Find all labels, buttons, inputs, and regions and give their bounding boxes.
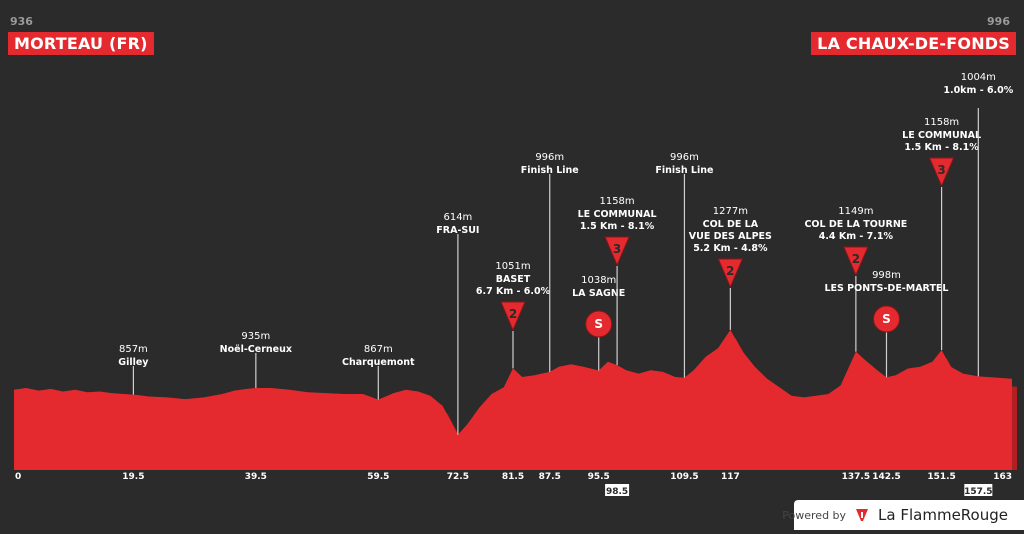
marker-name: Gilley xyxy=(118,357,149,368)
tick-label-bg xyxy=(605,484,630,496)
footer: Powered by La FlammeRouge xyxy=(782,506,1008,524)
x-tick-label: 142.5 xyxy=(872,472,900,482)
marker-name: Noël-Cerneux xyxy=(220,344,292,355)
marker-climb-detail: 1.0km - 6.0% xyxy=(943,85,1013,96)
marker-altitude: 1004m xyxy=(961,72,996,83)
marker-name: LA SAGNE xyxy=(572,288,625,299)
powered-by-text: Powered by xyxy=(782,508,847,522)
x-tick-label: 157.5 xyxy=(964,487,992,497)
marker-altitude: 1277m xyxy=(713,206,748,217)
climb-category-number: 2 xyxy=(509,307,517,321)
sprint-icon-letter: S xyxy=(882,312,891,326)
x-tick-label: 19.5 xyxy=(122,472,144,482)
start-city: MORTEAU (FR) xyxy=(8,32,154,55)
sprint-icon xyxy=(585,310,613,338)
marker-altitude: 1158m xyxy=(599,196,634,207)
climb-category-icon xyxy=(843,246,869,277)
marker-altitude: 996m xyxy=(535,152,564,163)
marker-name: LE COMMUNAL xyxy=(578,209,657,220)
marker-altitude: 1158m xyxy=(924,117,959,128)
marker-altitude: 614m xyxy=(443,212,472,223)
marker-name: Charquemont xyxy=(342,357,415,368)
x-tick-label: 151.5 xyxy=(927,472,955,482)
footer-background xyxy=(794,500,1024,530)
marker-name: LES PONTS-DE-MARTEL xyxy=(824,283,948,294)
start-altitude: 936 xyxy=(10,15,33,28)
marker-climb-detail: 4.4 Km - 7.1% xyxy=(819,231,894,242)
x-tick-label: 98.5 xyxy=(606,487,628,497)
x-tick-label: 163 xyxy=(993,472,1012,482)
marker-name: COL DE LA TOURNE xyxy=(804,219,907,230)
x-tick-label: 72.5 xyxy=(447,472,469,482)
marker-name: LE COMMUNAL xyxy=(902,130,981,141)
marker-name: COL DE LA xyxy=(703,219,759,230)
marker-altitude: 857m xyxy=(119,344,148,355)
marker-altitude: 1038m xyxy=(581,275,616,286)
x-tick-label: 87.5 xyxy=(539,472,561,482)
marker-altitude: 996m xyxy=(670,152,699,163)
climb-category-icon xyxy=(500,301,526,332)
marker-altitude: 867m xyxy=(364,344,393,355)
marker-altitude: 998m xyxy=(872,270,901,281)
x-tick-label: 39.5 xyxy=(245,472,267,482)
climb-category-icon xyxy=(717,258,744,289)
climb-category-number: 2 xyxy=(852,252,860,266)
x-tick-label: 95.5 xyxy=(588,472,610,482)
profile-area xyxy=(14,329,1012,470)
brand-name[interactable]: La FlammeRouge xyxy=(878,506,1008,524)
climb-category-number: 2 xyxy=(726,264,734,278)
climb-category-number: 3 xyxy=(613,242,621,256)
marker-climb-detail: 6.7 Km - 6.0% xyxy=(476,286,551,297)
marker-climb-detail: 1.5 Km - 8.1% xyxy=(904,142,979,153)
x-tick-label: 0 xyxy=(15,472,21,482)
x-tick-label: 117 xyxy=(721,472,740,482)
x-tick-label: 137.5 xyxy=(842,472,870,482)
marker-altitude: 935m xyxy=(241,331,270,342)
flame-logo-icon xyxy=(856,509,869,521)
marker-name: Finish Line xyxy=(521,165,579,176)
marker-name: BASET xyxy=(496,274,531,285)
marker-altitude: 1051m xyxy=(495,261,530,272)
x-tick-label: 59.5 xyxy=(367,472,389,482)
marker-name: FRA-SUI xyxy=(436,225,479,236)
sprint-icon xyxy=(872,305,900,333)
finish-city: LA CHAUX-DE-FONDS xyxy=(811,32,1016,55)
marker-altitude: 1149m xyxy=(838,206,873,217)
marker-name: Finish Line xyxy=(655,165,713,176)
marker-climb-detail: 1.5 Km - 8.1% xyxy=(580,221,655,232)
climb-category-number: 3 xyxy=(937,163,945,177)
tick-label-bg xyxy=(964,484,993,496)
finish-altitude: 996 xyxy=(987,15,1010,28)
x-tick-label: 81.5 xyxy=(502,472,524,482)
sprint-icon-letter: S xyxy=(594,317,603,331)
marker-climb-detail: 5.2 Km - 4.8% xyxy=(693,243,768,254)
marker-name-line2: VUE DES ALPES xyxy=(689,231,772,242)
climb-category-icon xyxy=(604,236,630,267)
x-tick-label: 109.5 xyxy=(670,472,698,482)
climb-category-icon xyxy=(928,157,955,188)
